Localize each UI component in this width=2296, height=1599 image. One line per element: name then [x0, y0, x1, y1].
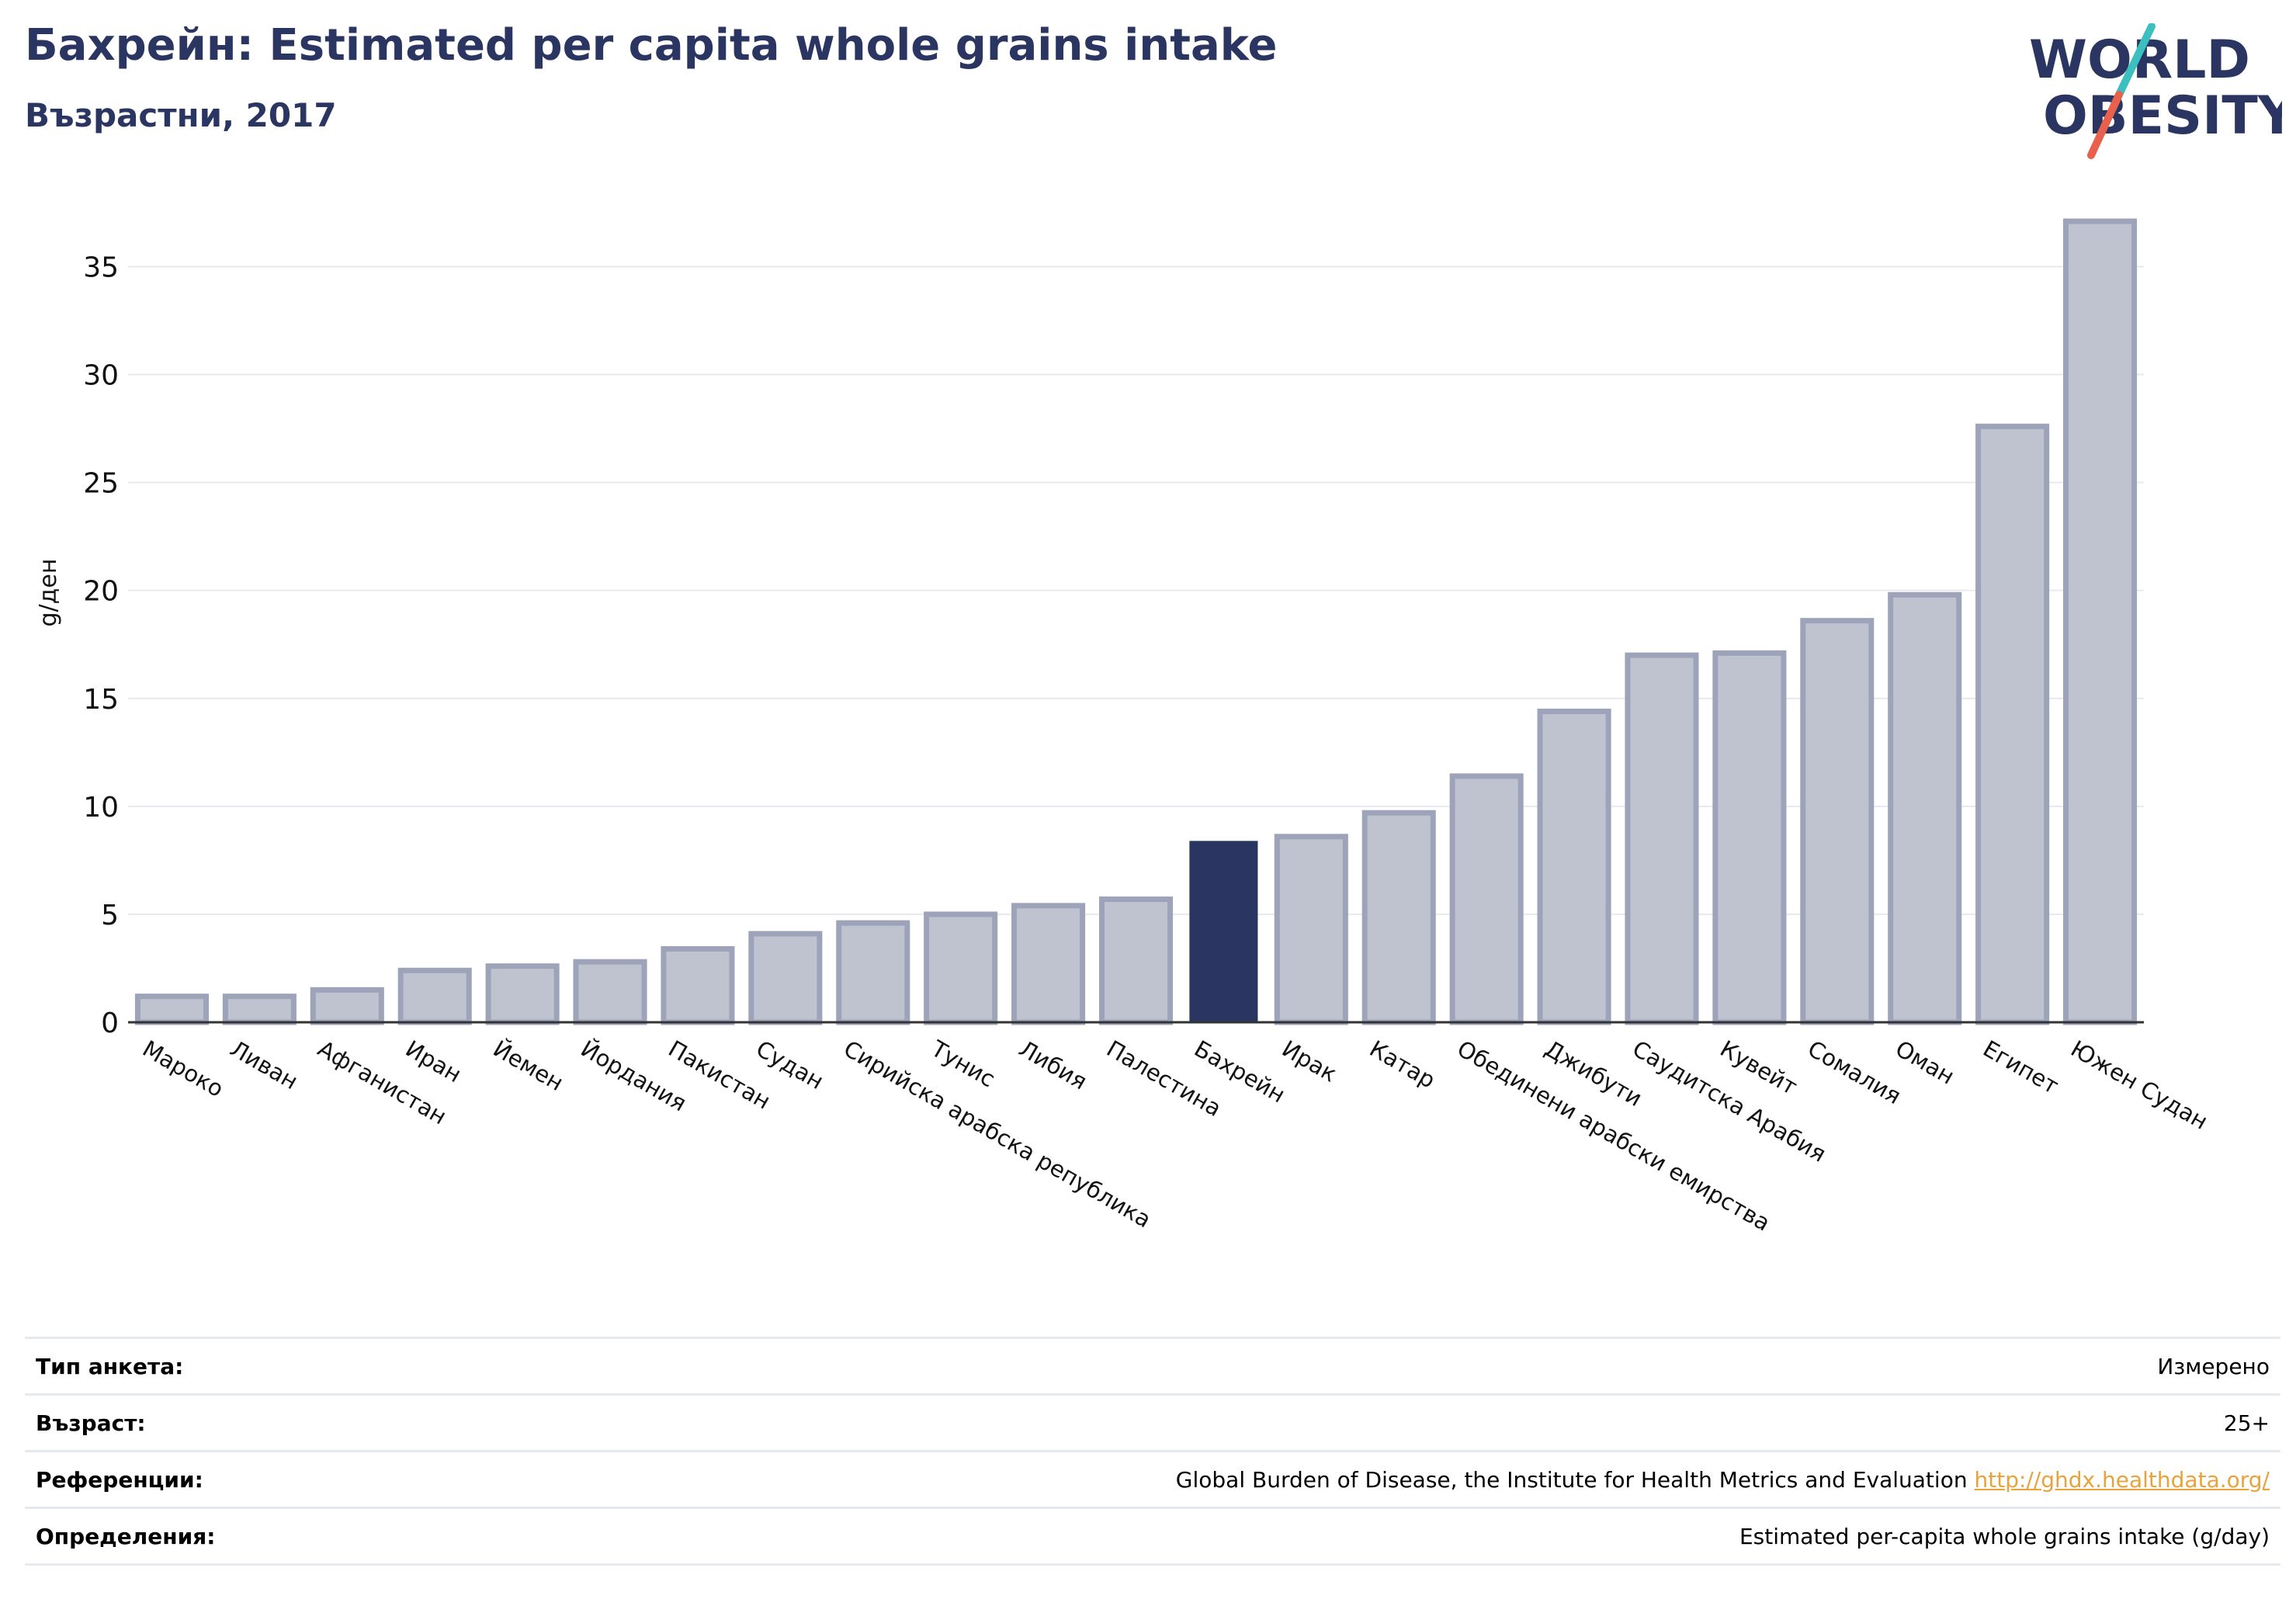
x-tick-label: Либия — [1014, 1035, 1091, 1095]
bar — [397, 967, 472, 1025]
bar — [1274, 834, 1348, 1025]
y-tick-label: 25 — [83, 468, 119, 500]
info-row-survey-type: Тип анкета: Измерено — [25, 1337, 2280, 1393]
info-row-definitions: Определения: Estimated per-capita whole … — [25, 1507, 2280, 1566]
x-tick-label: Йемен — [489, 1035, 568, 1097]
bar — [1361, 810, 1436, 1025]
y-tick-label: 30 — [83, 360, 119, 392]
logo-slash-top — [2115, 23, 2156, 99]
bar — [310, 987, 384, 1025]
bar — [661, 945, 735, 1025]
x-tick-label: Катар — [1365, 1035, 1440, 1094]
bar — [1537, 708, 1611, 1025]
y-tick-label: 0 — [101, 1008, 119, 1039]
info-label: Възраст: — [36, 1410, 146, 1436]
y-tick-label: 35 — [83, 251, 119, 283]
bar — [1800, 618, 1875, 1025]
x-tick-label: Оман — [1891, 1035, 1959, 1090]
reference-link[interactable]: http://ghdx.healthdata.org/ — [1974, 1466, 2270, 1493]
bar — [1098, 896, 1174, 1025]
x-tick-label: Ирак — [1278, 1035, 1341, 1087]
reference-text: Global Burden of Disease, the Institute … — [1175, 1466, 1968, 1493]
info-value: Estimated per-capita whole grains intake… — [1739, 1523, 2270, 1549]
info-value: Измерено — [2157, 1353, 2270, 1379]
bar — [836, 920, 910, 1025]
y-tick-label: 10 — [83, 792, 119, 824]
world-obesity-logo: WORLD OBESITY — [2029, 23, 2282, 159]
bar — [1011, 903, 1086, 1025]
bar — [222, 994, 297, 1025]
bar — [1712, 650, 1787, 1025]
page-subtitle: Възрастни, 2017 — [25, 96, 337, 134]
x-tick-label: Иран — [401, 1035, 466, 1088]
x-tick-label: Ливан — [226, 1035, 303, 1095]
info-value: 25+ — [2223, 1410, 2270, 1436]
x-tick-label: Египет — [1979, 1035, 2063, 1100]
info-row-references: Референции: Global Burden of Disease, th… — [25, 1450, 2280, 1507]
bar — [134, 994, 209, 1025]
info-label: Определения: — [36, 1523, 216, 1549]
bar — [2063, 218, 2138, 1025]
bar — [1888, 591, 1962, 1025]
bar — [1189, 841, 1258, 1022]
x-tick-label: Мароко — [138, 1035, 228, 1103]
info-value: Global Burden of Disease, the Institute … — [1176, 1467, 2270, 1493]
y-tick-label: 20 — [83, 576, 119, 608]
bar — [485, 963, 560, 1025]
y-axis-label: g/ден — [35, 559, 62, 627]
logo-slash-bottom — [2087, 91, 2123, 159]
logo-text-obesity: OBESITY — [2043, 85, 2282, 147]
bar — [573, 959, 647, 1025]
page-title: Бахрейн: Estimated per capita whole grai… — [25, 20, 1278, 71]
bar — [748, 931, 823, 1025]
bar — [1625, 652, 1699, 1025]
bar — [1449, 773, 1524, 1025]
bar — [1975, 423, 2050, 1025]
info-table: Тип анкета: Измерено Възраст: 25+ Рефере… — [25, 1337, 2280, 1566]
info-row-age: Възраст: 25+ — [25, 1393, 2280, 1450]
y-tick-label: 5 — [101, 900, 119, 931]
x-tick-label: Обединени арабски емирства — [1453, 1035, 1775, 1237]
x-tick-label: Сомалия — [1803, 1035, 1906, 1110]
y-tick-label: 15 — [83, 684, 119, 716]
info-label: Референции: — [36, 1466, 203, 1493]
x-tick-label: Южен Судан — [2066, 1035, 2212, 1135]
bar — [924, 911, 998, 1025]
x-tick-label: Сирийска арабска република — [839, 1035, 1155, 1233]
info-label: Тип анкета: — [36, 1353, 184, 1379]
